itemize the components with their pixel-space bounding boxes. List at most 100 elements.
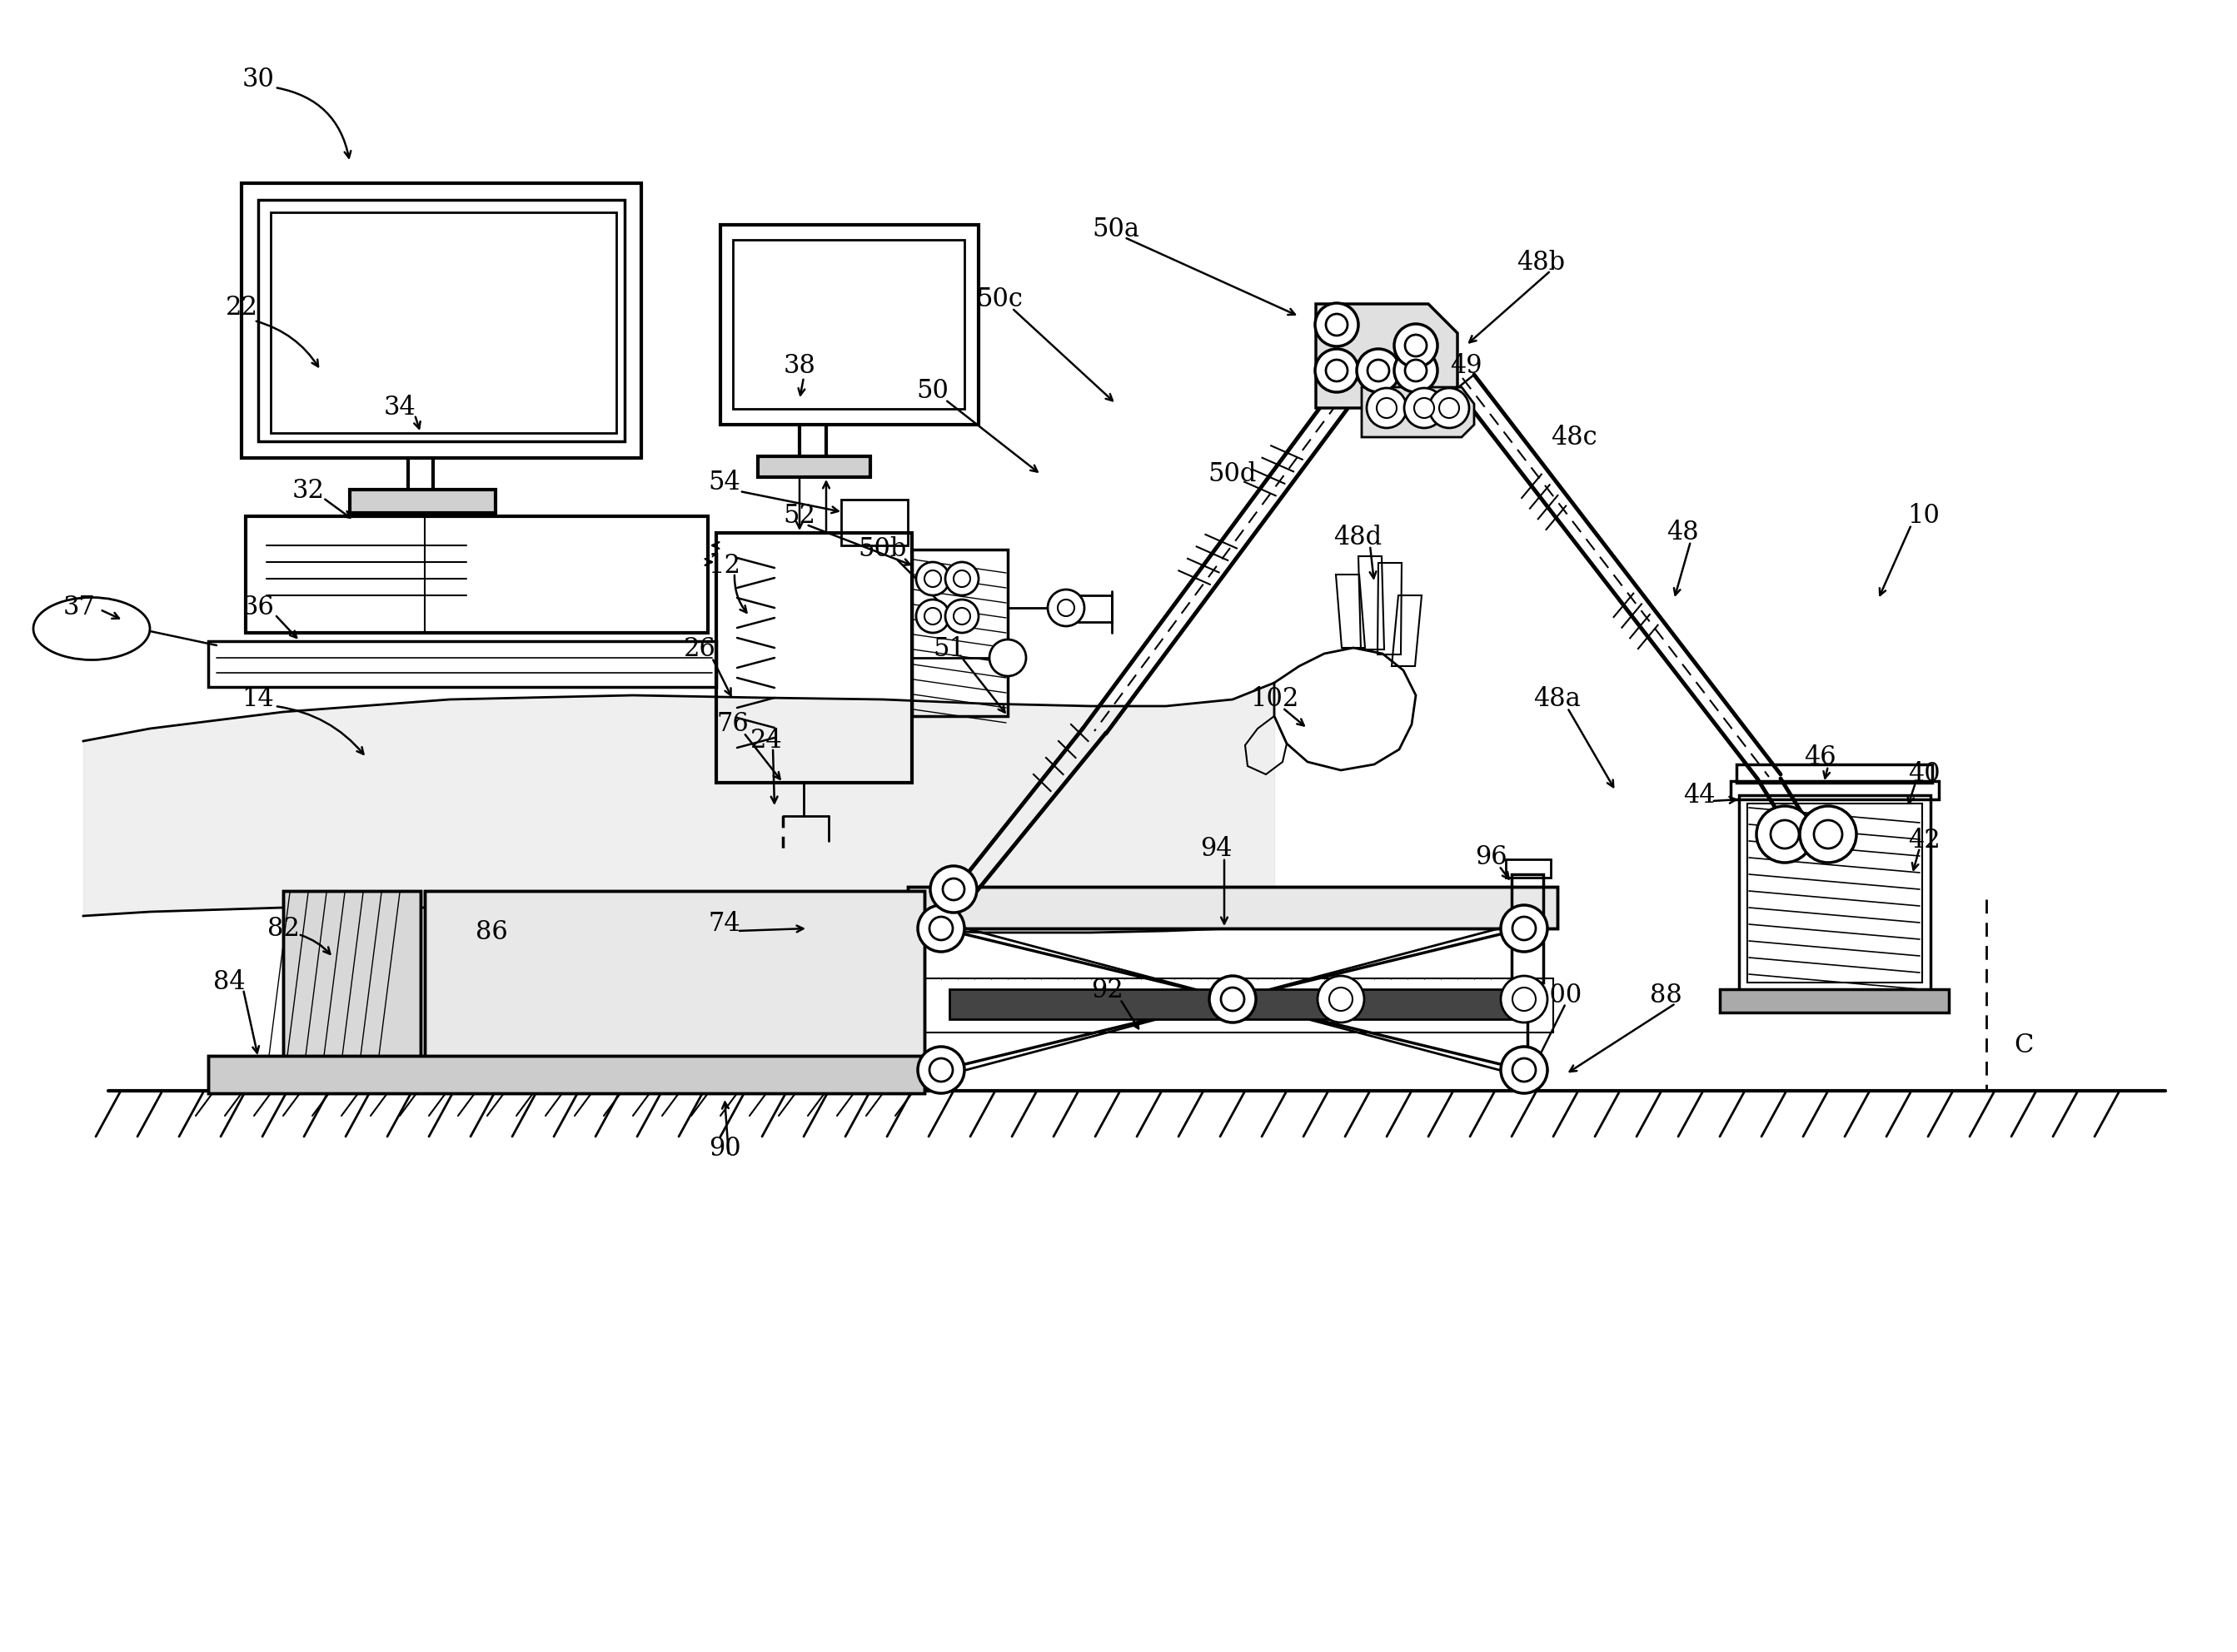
Text: 84: 84 <box>213 970 246 996</box>
Text: 10: 10 <box>1908 504 1939 529</box>
Text: 76: 76 <box>716 712 749 737</box>
Bar <box>1720 990 1948 1013</box>
Circle shape <box>1327 360 1347 382</box>
Circle shape <box>953 608 971 624</box>
Circle shape <box>1394 324 1438 367</box>
Text: 48d: 48d <box>1333 524 1382 550</box>
Text: 86: 86 <box>474 920 508 945</box>
Circle shape <box>1512 917 1537 940</box>
Bar <box>1747 803 1922 983</box>
Circle shape <box>1058 600 1074 616</box>
Bar <box>1512 874 1544 983</box>
Text: 30: 30 <box>242 66 275 93</box>
Circle shape <box>1438 398 1459 418</box>
Text: 36: 36 <box>242 595 275 621</box>
Circle shape <box>1501 1047 1548 1094</box>
Circle shape <box>1367 360 1389 382</box>
Text: 48a: 48a <box>1535 687 1582 712</box>
Circle shape <box>946 562 978 595</box>
Circle shape <box>1501 905 1548 952</box>
Bar <box>208 1056 924 1094</box>
Text: 48: 48 <box>1667 520 1698 545</box>
Text: 51: 51 <box>933 636 966 662</box>
Text: C: C <box>2013 1032 2033 1057</box>
Bar <box>257 200 624 441</box>
Bar <box>734 240 964 408</box>
Text: 50b: 50b <box>859 537 908 562</box>
Text: 34: 34 <box>383 395 416 421</box>
Bar <box>919 978 1552 1032</box>
Bar <box>948 990 1517 1019</box>
Text: 37: 37 <box>63 595 96 621</box>
Bar <box>1063 595 1112 623</box>
Circle shape <box>1501 976 1548 1023</box>
Circle shape <box>1772 819 1799 849</box>
Bar <box>716 534 913 783</box>
Text: 12: 12 <box>709 553 740 580</box>
Circle shape <box>917 562 948 595</box>
Circle shape <box>1414 398 1434 418</box>
Text: 48b: 48b <box>1517 249 1566 276</box>
Circle shape <box>1405 388 1445 428</box>
Text: 90: 90 <box>709 1137 740 1161</box>
Circle shape <box>1376 398 1396 418</box>
Text: 26: 26 <box>682 636 716 662</box>
Text: 52: 52 <box>783 504 817 529</box>
Bar <box>1506 859 1550 877</box>
Text: 24: 24 <box>749 729 783 753</box>
Text: 32: 32 <box>291 479 324 504</box>
Circle shape <box>1512 988 1537 1011</box>
Text: 74: 74 <box>709 912 740 937</box>
Bar <box>208 641 716 687</box>
Polygon shape <box>1362 387 1474 438</box>
Bar <box>284 890 421 1057</box>
Bar <box>841 499 908 545</box>
Text: 96: 96 <box>1474 844 1508 871</box>
Circle shape <box>1814 819 1843 849</box>
Circle shape <box>928 1059 953 1082</box>
Circle shape <box>953 570 971 586</box>
Circle shape <box>1405 360 1427 382</box>
Circle shape <box>1221 988 1244 1011</box>
Text: 14: 14 <box>242 687 275 712</box>
Bar <box>271 213 617 433</box>
Bar <box>242 183 642 458</box>
Bar <box>913 550 1007 715</box>
Circle shape <box>946 600 978 633</box>
Text: 49: 49 <box>1450 354 1481 380</box>
Circle shape <box>1801 806 1857 862</box>
Text: 44: 44 <box>1682 783 1716 808</box>
Circle shape <box>1394 349 1438 392</box>
Text: 40: 40 <box>1908 762 1939 788</box>
Text: 102: 102 <box>1250 687 1297 712</box>
Bar <box>349 489 497 512</box>
Text: 46: 46 <box>1803 745 1837 770</box>
Circle shape <box>989 639 1027 676</box>
Text: 50d: 50d <box>1208 461 1257 487</box>
Text: 88: 88 <box>1649 983 1682 1008</box>
Circle shape <box>917 1047 964 1094</box>
Circle shape <box>1329 988 1353 1011</box>
Bar <box>246 515 707 633</box>
Text: 38: 38 <box>783 354 817 380</box>
Circle shape <box>1405 335 1427 357</box>
Circle shape <box>1367 388 1407 428</box>
Bar <box>1731 781 1939 800</box>
Text: 54: 54 <box>709 471 740 496</box>
Bar <box>1736 765 1933 783</box>
Text: 50: 50 <box>917 378 948 405</box>
Circle shape <box>1315 349 1358 392</box>
Text: 48c: 48c <box>1550 425 1597 449</box>
Bar <box>908 887 1557 928</box>
Text: 22: 22 <box>226 296 257 320</box>
Circle shape <box>1429 388 1470 428</box>
Bar <box>208 1056 924 1094</box>
Circle shape <box>1318 976 1365 1023</box>
Circle shape <box>1315 302 1358 347</box>
Circle shape <box>924 570 942 586</box>
Text: 94: 94 <box>1199 836 1233 862</box>
Polygon shape <box>1315 304 1459 408</box>
Circle shape <box>931 866 978 912</box>
Bar <box>425 890 924 1057</box>
Circle shape <box>928 917 953 940</box>
